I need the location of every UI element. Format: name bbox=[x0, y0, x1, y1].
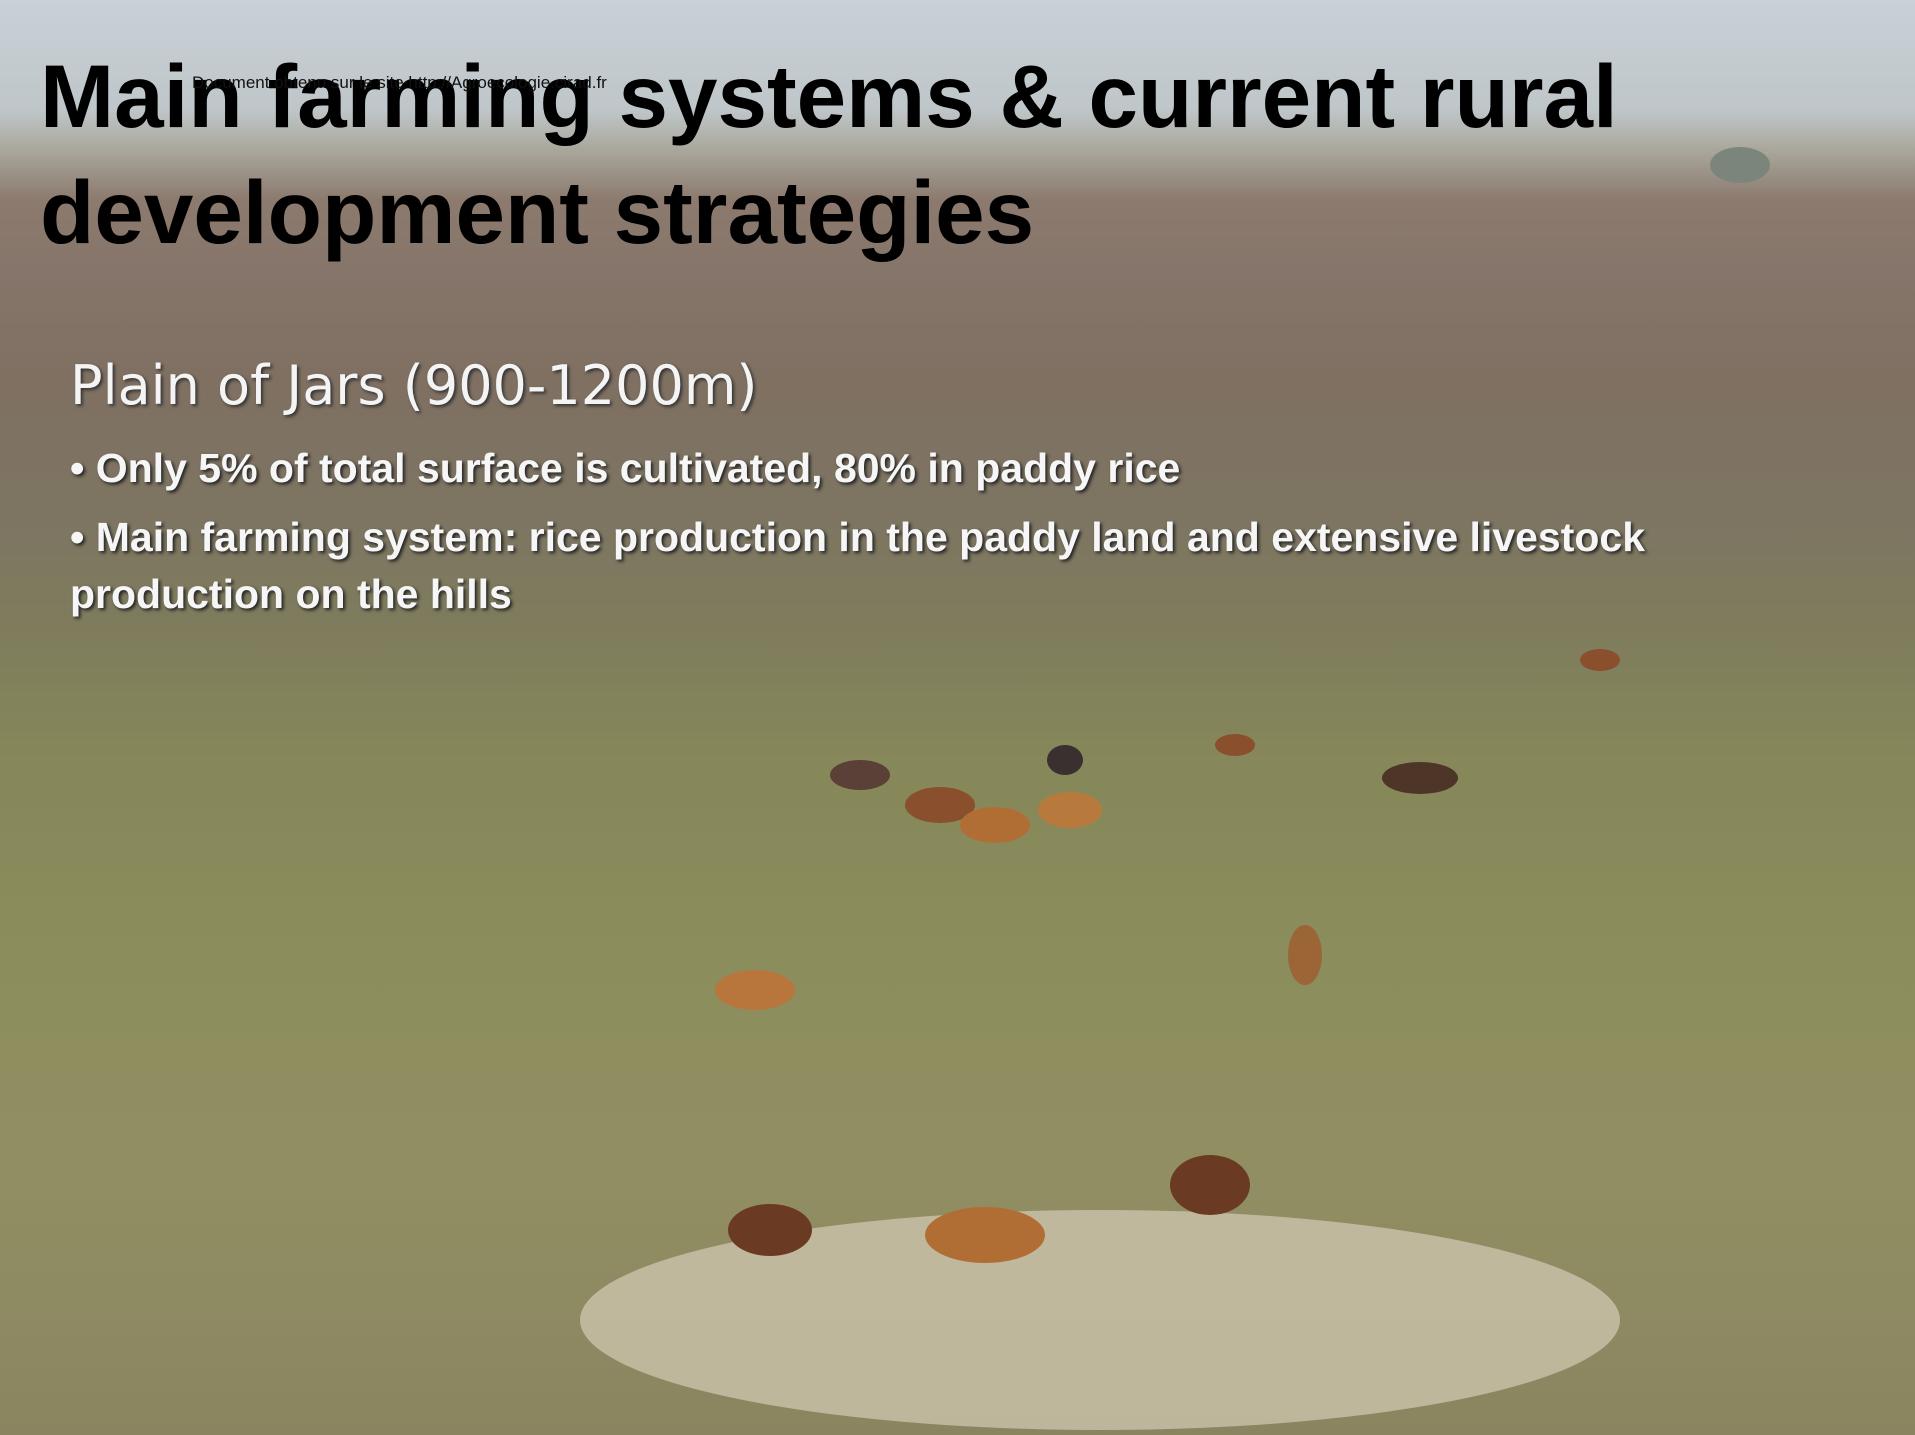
slide: Main farming systems & current rural dev… bbox=[0, 0, 1915, 1435]
bullet: Main farming system: rice production in … bbox=[70, 509, 1810, 623]
bullet-list: Only 5% of total surface is cultivated, … bbox=[70, 440, 1810, 635]
subtitle: Plain of Jars (900-1200m) bbox=[70, 354, 758, 417]
watermark: Document obtenu sur le site http://Agroe… bbox=[192, 73, 607, 93]
cattle bbox=[715, 649, 1620, 1263]
bullet: Only 5% of total surface is cultivated, … bbox=[70, 440, 1810, 497]
